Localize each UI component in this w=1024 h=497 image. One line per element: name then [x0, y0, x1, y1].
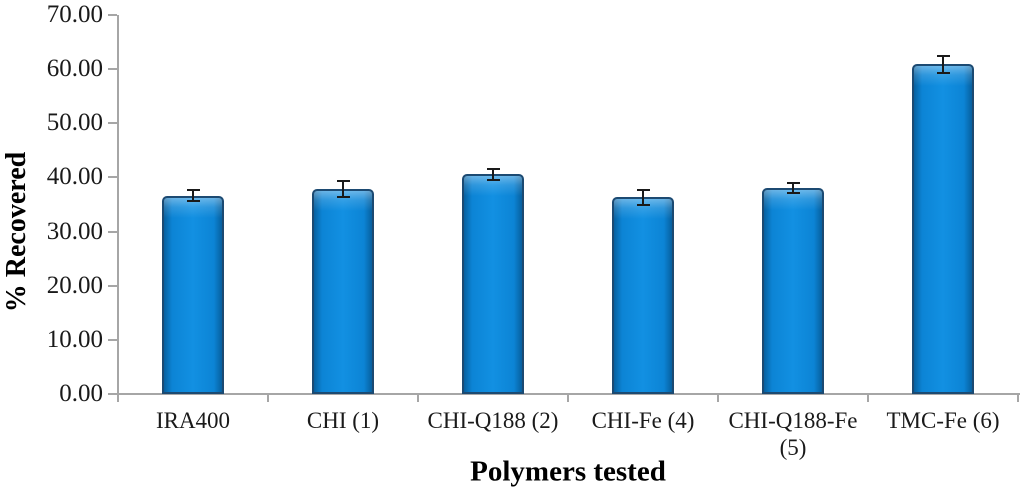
error-bar-cap-top	[936, 54, 950, 57]
error-bar-cap-top	[786, 182, 800, 185]
x-category-label: CHI-Q188 (2)	[427, 408, 559, 433]
error-bar-line	[342, 181, 344, 198]
y-axis-line	[117, 15, 119, 394]
error-bar-cap-top	[186, 189, 200, 192]
error-bar-cap-bottom	[486, 178, 500, 181]
error-bar-line	[492, 168, 494, 180]
y-tick-label: 70.00	[46, 1, 103, 28]
x-category-label: IRA400	[155, 408, 231, 433]
bar	[462, 174, 524, 394]
error-bar-line	[642, 189, 644, 206]
y-tick-label: 60.00	[46, 55, 103, 83]
x-tick	[1017, 393, 1019, 402]
error-bar-line	[792, 183, 794, 194]
x-category-label: CHI-Fe (4)	[591, 408, 695, 433]
x-category-label: CHI (1)	[306, 408, 380, 433]
y-tick	[108, 230, 117, 233]
error-bar-cap-top	[486, 167, 500, 170]
y-tick-label: 40.00	[46, 163, 103, 191]
bar	[312, 189, 374, 394]
x-tick	[567, 393, 569, 402]
y-tick-label: 50.00	[46, 109, 103, 137]
y-tick	[108, 122, 117, 125]
y-tick	[108, 393, 117, 395]
x-tick	[867, 393, 869, 402]
error-bar-line	[192, 190, 194, 202]
y-tick	[108, 338, 117, 341]
error-bar-cap-bottom	[186, 200, 200, 203]
y-tick	[108, 284, 117, 287]
y-tick-label: 10.00	[46, 325, 103, 353]
y-tick	[108, 14, 117, 16]
error-bar-line	[942, 55, 944, 73]
error-bar-cap-top	[636, 188, 650, 191]
bar	[762, 188, 824, 394]
error-bar-cap-bottom	[936, 71, 950, 74]
x-category-label: TMC-Fe (6)	[886, 408, 1000, 433]
bar	[162, 195, 224, 394]
y-tick-label: 20.00	[46, 271, 103, 299]
x-tick	[117, 393, 119, 402]
x-axis-title: Polymers tested	[470, 455, 666, 488]
bar	[612, 197, 674, 394]
error-bar-cap-bottom	[636, 204, 650, 207]
error-bar-cap-bottom	[336, 196, 350, 199]
y-tick	[108, 176, 117, 179]
x-tick	[417, 393, 419, 402]
bar	[912, 64, 974, 394]
y-tick-label: 0.00	[59, 380, 103, 407]
error-bar-cap-top	[336, 180, 350, 183]
y-tick-label: 30.00	[46, 217, 103, 245]
error-bar-cap-bottom	[786, 192, 800, 195]
y-tick	[108, 68, 117, 71]
x-tick	[267, 393, 269, 402]
x-tick	[717, 393, 719, 402]
x-category-label: CHI-Q188-Fe (5)	[728, 408, 858, 460]
